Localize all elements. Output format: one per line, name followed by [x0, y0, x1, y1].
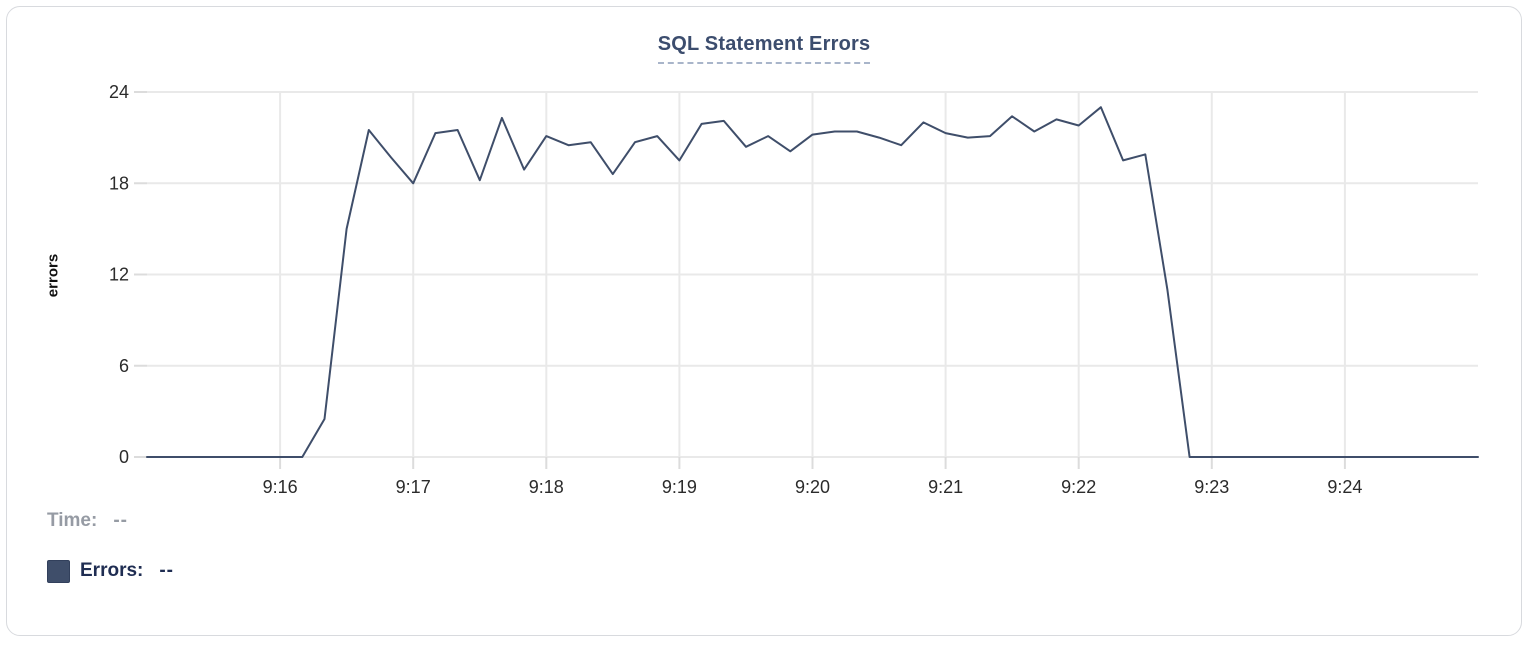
chart-header: SQL Statement Errors	[7, 33, 1521, 64]
legend-time-row: Time: --	[47, 507, 174, 535]
errors-series-swatch	[47, 559, 70, 583]
y-tick-label: 0	[119, 447, 129, 467]
chart-card: SQL Statement Errors errors 0 6 12 18 24 9:16…	[6, 6, 1522, 636]
x-tick-label: 9:16	[263, 477, 298, 497]
time-label: Time:	[47, 510, 98, 531]
errors-series-line	[146, 106, 1479, 458]
errors-label: Errors:	[80, 560, 144, 581]
x-tick-label: 9:21	[928, 477, 963, 497]
errors-value: --	[159, 560, 175, 581]
chart-title[interactable]: SQL Statement Errors	[657, 33, 871, 64]
x-tick-label: 9:20	[795, 477, 830, 497]
x-tick-label: 9:22	[1061, 477, 1096, 497]
y-tick-label: 6	[119, 356, 129, 376]
x-tick-label: 9:24	[1327, 477, 1362, 497]
x-tick-label: 9:17	[396, 477, 431, 497]
x-tick-label: 9:18	[529, 477, 564, 497]
legend-errors-row: Errors: --	[47, 557, 174, 585]
y-tick-label: 18	[109, 173, 129, 193]
x-tick-label: 9:23	[1194, 477, 1229, 497]
chart-legend: Time: -- Errors: --	[47, 507, 174, 607]
line-chart-plot-area[interactable]: 0 6 12 18 24 9:16 9:17 9:18 9:19 9:20 9:21 9:22 9:23…	[7, 7, 1528, 507]
y-tick-label: 24	[109, 82, 129, 102]
time-value: --	[113, 510, 128, 531]
y-tick-label: 12	[109, 265, 129, 285]
x-tick-label: 9:19	[662, 477, 697, 497]
